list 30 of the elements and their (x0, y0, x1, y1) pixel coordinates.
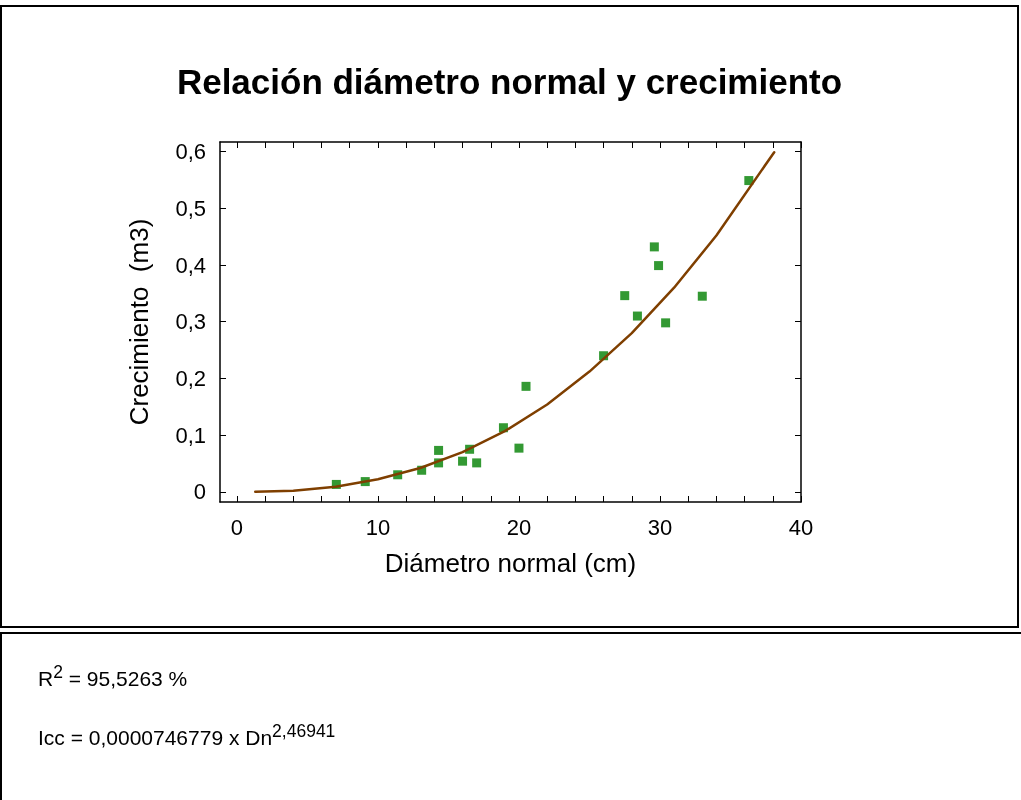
point (521, 381, 531, 391)
x-tick-label: 0 (230, 514, 244, 540)
point (620, 291, 630, 301)
y-tick-label: 0,6 (175, 139, 206, 165)
y-tick-label: 0,4 (175, 252, 206, 278)
x-tick-label: 40 (788, 514, 814, 540)
point (654, 261, 664, 271)
x-axis-title: Diámetro normal (cm) (384, 548, 637, 578)
x-tick-label: 30 (647, 514, 673, 540)
text: Icc = 0,0000746779 x Dn$^{2,46941}$ (38, 721, 337, 750)
point (472, 458, 482, 468)
point (434, 445, 444, 455)
line-series (254, 150, 776, 494)
y-tick-label: 0,1 (175, 422, 206, 448)
point (458, 456, 468, 466)
y-tick-label: 0,2 (175, 365, 206, 391)
point (649, 242, 659, 252)
point (744, 176, 754, 186)
y-tick-label: 0,5 (175, 195, 206, 221)
y-axis-title: Crecimiento (m3) (124, 218, 154, 426)
text: R$^{2}$ = 95,5263 % (38, 662, 189, 691)
point (514, 443, 524, 453)
x-tick-label: 10 (365, 514, 391, 540)
y-tick-label: 0,3 (175, 309, 206, 335)
point (632, 311, 642, 321)
x-tick-label: 20 (506, 514, 532, 540)
y-tick-label: 0 (193, 479, 206, 505)
chart-title: Relación diámetro normal y crecimiento (176, 62, 843, 101)
point (697, 291, 707, 301)
point (661, 318, 671, 328)
